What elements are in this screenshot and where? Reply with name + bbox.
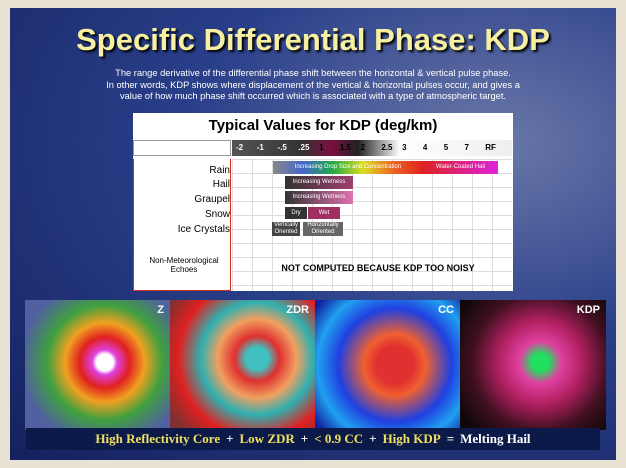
row-label: Rain — [209, 165, 230, 176]
scale-label: .25 — [298, 143, 309, 152]
panel-label: KDP — [577, 304, 600, 316]
slide-title: Specific Differential Phase: KDP — [10, 22, 616, 58]
radar-panel: Z — [25, 300, 170, 430]
ice-bar: Vertically Oriented — [272, 222, 300, 236]
table-title: Typical Values for KDP (deg/km) — [133, 117, 513, 134]
row-label: Snow — [205, 209, 230, 220]
row-label: Graupel — [194, 194, 230, 205]
scale-label: -2 — [236, 143, 243, 152]
panel-label: CC — [438, 304, 454, 316]
scale-label: RF — [485, 143, 496, 152]
ice-bar: Horizontally Oriented — [303, 222, 343, 236]
panel-label: Z — [157, 304, 164, 316]
rain-bar: Increasing Drop Size and Concentration — [273, 161, 423, 174]
kdp-table: Typical Values for KDP (deg/km) -2 -1 -.5.… — [133, 113, 513, 291]
snow-bar: Wet — [308, 207, 340, 219]
radar-panel: KDP — [460, 300, 606, 430]
equation-term: Melting Hail — [460, 431, 530, 447]
graupel-bar: Increasing Wetness — [285, 191, 353, 204]
table-note: NOT COMPUTED BECAUSE KDP TOO NOISY — [253, 263, 503, 273]
panel-label: ZDR — [286, 304, 309, 316]
description-line: value of how much phase shift occurred w… — [30, 91, 596, 103]
radar-panel: CC — [315, 300, 460, 430]
radar-panel: ZDR — [170, 300, 315, 430]
description-line: In other words, KDP shows where displace… — [30, 80, 596, 92]
scale-label: 7 — [464, 143, 468, 152]
description: The range derivative of the differential… — [30, 68, 596, 103]
row-label: Non-Meteorological Echoes — [138, 256, 230, 274]
scale-label: 3 — [402, 143, 406, 152]
scale-label: 4 — [423, 143, 427, 152]
hail-bar: Water-Coated Hail — [423, 161, 498, 174]
equation-bar: High Reflectivity Core + Low ZDR + < 0.9 CC +… — [26, 428, 600, 450]
operator: + — [301, 431, 308, 447]
row-label: Ice Crystals — [178, 224, 230, 235]
equation-term: High Reflectivity Core — [95, 431, 220, 447]
header-cell — [133, 140, 231, 156]
operator: + — [369, 431, 376, 447]
operator: + — [226, 431, 233, 447]
page: Specific Differential Phase: KDP The ran… — [0, 0, 626, 468]
scale-label: -1 — [257, 143, 264, 152]
snow-bar: Dry — [285, 207, 307, 219]
hail-bar: Increasing Wetness — [285, 176, 353, 189]
scale-label: 1.5 — [340, 143, 351, 152]
operator: = — [447, 431, 454, 447]
row-label: Hail — [213, 179, 230, 190]
equation-term: < 0.9 CC — [314, 431, 363, 447]
description-line: The range derivative of the differential… — [30, 68, 596, 80]
equation-term: Low ZDR — [240, 431, 295, 447]
scale-label: 5 — [444, 143, 448, 152]
scale-label: -.5 — [278, 143, 287, 152]
equation-term: High KDP — [383, 431, 441, 447]
scale-label: 2.5 — [381, 143, 392, 152]
scale-label: 2 — [361, 143, 365, 152]
color-scale: -2 -1 -.5 .25 1 1.5 2 2.5 3 4 5 7 RF — [232, 140, 512, 156]
slide: Specific Differential Phase: KDP The ran… — [10, 8, 616, 460]
scale-label: 1 — [319, 143, 323, 152]
